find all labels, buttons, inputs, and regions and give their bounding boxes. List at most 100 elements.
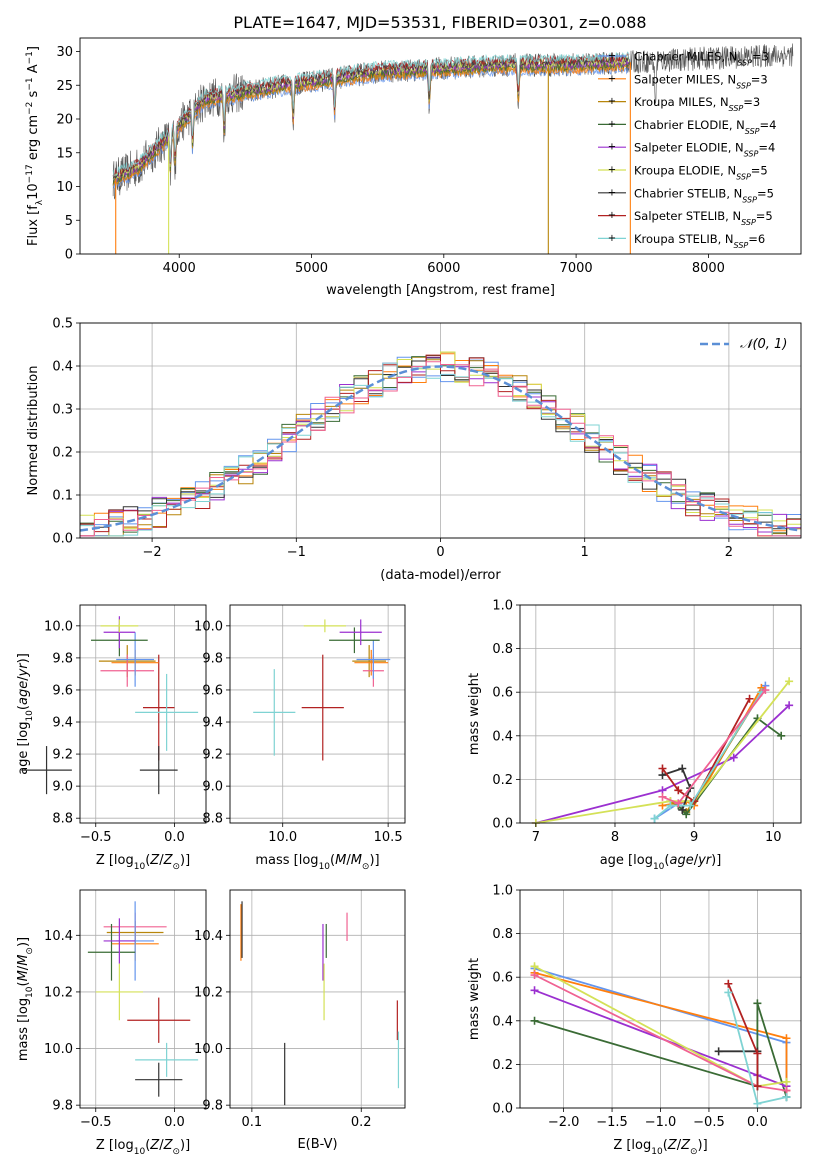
weight-marker-kroupa_elodie xyxy=(530,962,539,971)
weight-marker-salpeter_stelib xyxy=(753,1049,762,1058)
weight-marker-kroupa_elodie xyxy=(785,677,794,686)
weight-marker-salpeter_stelib xyxy=(724,979,733,988)
weight-marker-pink xyxy=(674,799,683,808)
legend-label-sub: SSP xyxy=(729,104,744,113)
x-tick-label: 10.5 xyxy=(374,830,403,845)
model-spectrum-kroupa_stelib xyxy=(112,51,630,178)
x-tick-label: 8000 xyxy=(692,261,725,276)
axes-frame xyxy=(79,604,207,824)
legend-marker: + xyxy=(608,119,616,130)
x-tick-label: 1 xyxy=(581,545,589,560)
y-tick-label: 8.8 xyxy=(202,812,223,827)
weight-line-kroupa_stelib xyxy=(654,691,763,820)
y-tick-label: 1.0 xyxy=(492,599,513,614)
y-tick-label: 0.8 xyxy=(492,927,513,942)
x-tick-label: 0 xyxy=(436,545,444,560)
y-tick-label: 5 xyxy=(65,214,73,229)
y-tick-label: 10 xyxy=(56,180,73,195)
legend-label-sub: SSP xyxy=(734,240,749,249)
weight-marker-pink xyxy=(658,792,667,801)
y-axis-label: mass [log10(M/M⊙)] xyxy=(16,937,35,1061)
legend: + Chabrier MILES, NSSP=3 + Salpeter MILES, … xyxy=(598,50,776,249)
x-axis-label: mass [log10(M/M⊙)] xyxy=(255,853,379,872)
weight-marker-salpeter_stelib xyxy=(753,1082,762,1091)
legend-label-sub: SSP xyxy=(736,172,751,181)
y-axis-label: Normed distribution xyxy=(26,366,41,496)
weight-marker-chabrier_elodie xyxy=(530,1016,539,1025)
weight-marker-kroupa_stelib xyxy=(686,801,695,810)
legend-label-n: =6 xyxy=(748,232,765,246)
legend-label-text: Salpeter STELIB, N xyxy=(634,209,741,223)
weight-marker-pink xyxy=(530,971,539,980)
panel-mass_vs_ebv: 0.1 0.2 9.8 10.0 10.2 10.4 E(B-V) xyxy=(194,889,406,1152)
weight-line-chabrier_miles xyxy=(654,685,767,820)
y-tick-label: 10.0 xyxy=(44,1042,73,1057)
y-tick-label: 9.8 xyxy=(202,651,223,666)
y-tick-label: 0.4 xyxy=(492,1014,513,1029)
y-tick-label: 0.3 xyxy=(52,403,73,418)
y-tick-label: 9.4 xyxy=(52,716,73,731)
x-axis-label: age [log10(age/yr)] xyxy=(600,853,722,872)
y-tick-label: 9.8 xyxy=(202,1099,223,1114)
histogram-pink xyxy=(80,361,801,537)
x-tick-label: 7000 xyxy=(560,261,593,276)
weight-marker-chabrier_stelib xyxy=(678,805,687,814)
y-tick-label: 0 xyxy=(65,248,73,263)
panel-residuals: −2 −1 0 1 2 0.0 0.1 0.2 0.3 0.4 0.5 𝒩(0, 1) (data-mo… xyxy=(26,317,802,583)
weight-line-chabrier_stelib xyxy=(662,767,692,811)
legend-marker: + xyxy=(608,73,616,84)
legend-label-text: Kroupa MILES, N xyxy=(634,95,729,109)
weight-marker-chabrier_stelib xyxy=(678,764,687,773)
y-tick-label: 1.0 xyxy=(492,884,513,899)
x-tick-label: −0.5 xyxy=(80,1115,112,1130)
weight-marker-pink xyxy=(761,686,770,695)
legend-label: Chabrier MILES, NSSP=3 xyxy=(634,50,769,68)
x-tick-label: 0.0 xyxy=(747,1115,768,1130)
y-axis-label: Flux [fλ10−17 erg cm−2 s−1 A−1] xyxy=(25,46,45,246)
legend-label-text: Salpeter MILES, N xyxy=(634,72,736,86)
weight-marker-kroupa_stelib xyxy=(724,988,733,997)
legend-label: Salpeter STELIB, NSSP=5 xyxy=(634,209,773,227)
weight-marker-chabrier_elodie xyxy=(777,731,786,740)
y-tick-label: 0.6 xyxy=(492,686,513,701)
legend-marker: + xyxy=(608,165,616,176)
x-tick-label: 2 xyxy=(725,545,733,560)
panel-spectrum: 4000 5000 6000 7000 8000 0 5 10 15 20 25 30 waveleng… xyxy=(25,37,802,298)
panel-age_vs_mass: 10.0 10.5 8.8 9.0 9.2 9.4 9.6 9.8 10.0 mass [log1… xyxy=(21,604,406,872)
y-tick-label: 0.2 xyxy=(492,773,513,788)
legend-label-n: =5 xyxy=(756,209,773,223)
y-tick-label: 0.5 xyxy=(52,317,73,332)
weight-marker-salpeter_stelib xyxy=(658,764,667,773)
model-spectrum-chabrier_stelib xyxy=(112,54,630,180)
legend-label-text: Kroupa ELODIE, N xyxy=(634,164,736,178)
x-axis-label: wavelength [Angstrom, rest frame] xyxy=(326,283,555,298)
weight-marker-kroupa_stelib xyxy=(650,814,659,823)
legend-label-text: Chabrier STELIB, N xyxy=(634,186,742,200)
y-tick-label: 10.4 xyxy=(194,929,223,944)
weight-line-salpeter_elodie xyxy=(535,704,790,824)
weight-marker-chabrier_elodie xyxy=(753,999,762,1008)
y-tick-label: 10.0 xyxy=(194,1042,223,1057)
x-tick-label: 10.0 xyxy=(268,830,297,845)
x-axis-label: E(B-V) xyxy=(297,1137,337,1152)
plot-area-age_vs_mass xyxy=(21,619,391,795)
x-tick-label: −2 xyxy=(143,545,162,560)
x-axis-label: Z [log10(Z/Z⊙)] xyxy=(96,1138,190,1157)
y-tick-label: 0.0 xyxy=(492,1102,513,1117)
y-tick-label: 10.2 xyxy=(44,985,73,1000)
panel-age_vs_Z: −0.5 0.0 8.8 9.0 9.2 9.4 9.6 9.8 10.0 Z [log10(Z/… xyxy=(16,604,207,872)
weight-marker-salpeter_stelib xyxy=(674,786,683,795)
weight-marker-kroupa_elodie xyxy=(782,1077,791,1086)
legend-label-n: =3 xyxy=(751,72,768,86)
model-spectrum-salpeter_miles xyxy=(112,62,630,186)
y-tick-label: 0.0 xyxy=(52,532,73,547)
plot-area-age_vs_Z xyxy=(91,616,199,795)
legend-label-text: Kroupa STELIB, N xyxy=(634,232,734,246)
legend-label-sub: SSP xyxy=(737,58,752,67)
y-tick-label: 9.6 xyxy=(202,683,223,698)
weight-marker-salpeter_elodie xyxy=(785,701,794,710)
plot-area-spectrum xyxy=(112,43,794,254)
axes-frame xyxy=(519,604,802,824)
y-tick-label: 0.2 xyxy=(52,446,73,461)
